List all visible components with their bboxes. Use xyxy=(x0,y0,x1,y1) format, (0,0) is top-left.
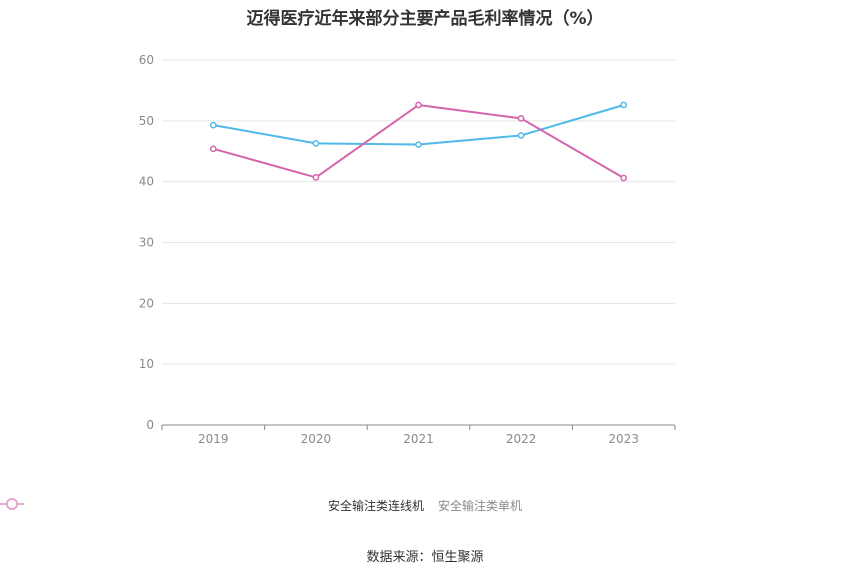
data-point-series-1 xyxy=(209,121,217,129)
y-tick-label: 60 xyxy=(139,53,154,67)
data-point-series-2 xyxy=(517,115,525,122)
data-point-series-2 xyxy=(209,145,217,153)
y-tick-label: 10 xyxy=(139,357,154,371)
data-point-series-1 xyxy=(620,101,628,109)
chart-title: 迈得医疗近年来部分主要产品毛利率情况（%） xyxy=(246,9,604,29)
data-point-series-2 xyxy=(312,174,320,181)
source-note: 数据来源：恒生聚源 xyxy=(366,550,484,565)
x-axis: 2019 2020 2021 2022 2023 xyxy=(161,424,676,446)
series-lines xyxy=(209,101,628,182)
gridlines xyxy=(162,59,675,365)
legend-label: 安全输注类单机 xyxy=(438,499,523,513)
x-tick-label: 2019 xyxy=(198,432,229,446)
legend-item-series-2[interactable]: 安全输注类单机 xyxy=(0,497,523,514)
data-point-series-1 xyxy=(517,132,525,139)
data-point-series-2 xyxy=(415,101,422,109)
data-point-series-1 xyxy=(415,141,422,148)
series-line-1 xyxy=(213,104,624,146)
line-chart: 0 10 20 30 40 50 60 2019 2020 2021 2022 2023 xyxy=(139,53,676,446)
y-tick-label: 40 xyxy=(139,175,154,189)
data-point-series-1 xyxy=(312,139,320,147)
legend-label: 安全输注类连线机 xyxy=(327,499,424,513)
x-tick-label: 2023 xyxy=(608,432,639,446)
y-axis: 0 10 20 30 40 50 60 xyxy=(139,53,154,432)
x-tick-label: 2022 xyxy=(506,432,537,446)
legend-marker-icon xyxy=(0,498,24,510)
legend: 安全输注类连线机 安全输注类单机 xyxy=(0,497,850,514)
y-tick-label: 20 xyxy=(139,296,154,310)
y-tick-label: 0 xyxy=(146,418,154,432)
x-tick-label: 2021 xyxy=(403,432,434,446)
y-tick-label: 50 xyxy=(139,114,154,128)
data-point-series-2 xyxy=(620,174,628,182)
x-tick-label: 2020 xyxy=(301,432,332,446)
legend-item-series-1[interactable]: 安全输注类连线机 xyxy=(0,497,424,514)
y-tick-label: 30 xyxy=(139,236,154,250)
